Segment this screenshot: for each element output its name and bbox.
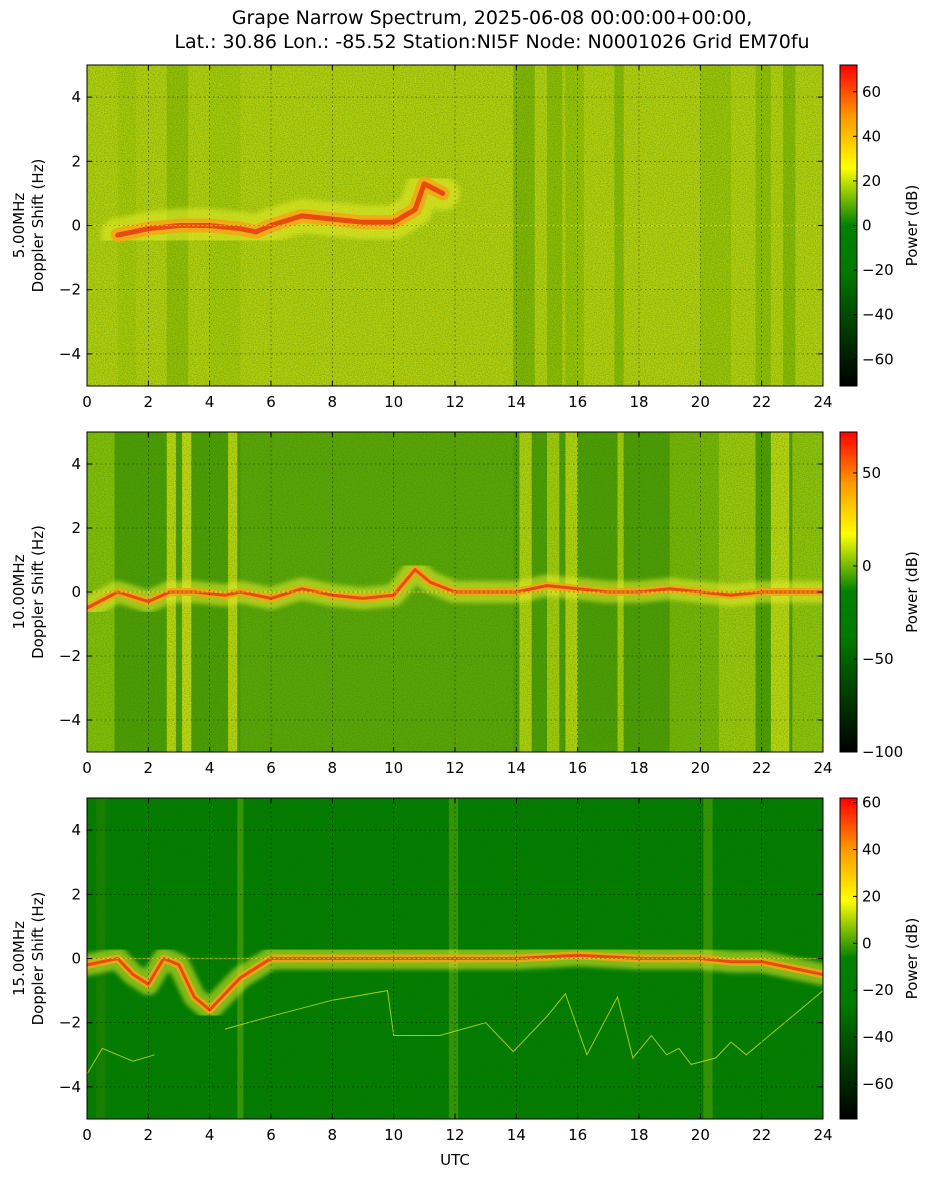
colorbar-tick-label: −20 <box>862 261 894 279</box>
y-tick-label: 0 <box>71 583 81 601</box>
chart-title-line2: Lat.: 30.86 Lon.: -85.52 Station:NI5F No… <box>174 31 810 53</box>
colorbar-label: Power (dB) <box>903 918 921 1000</box>
x-tick-label: 20 <box>691 759 710 777</box>
x-tick-label: 20 <box>691 393 710 411</box>
y-tick-label: 4 <box>71 821 81 839</box>
x-tick-label: 0 <box>82 759 92 777</box>
spectrogram-image <box>87 432 823 752</box>
x-tick-label: 12 <box>445 759 464 777</box>
x-tick-label: 8 <box>328 1126 338 1144</box>
x-tick-label: 8 <box>328 759 338 777</box>
y-axis-label: Doppler Shift (Hz) <box>29 892 47 1026</box>
y-axis-label: 5.00MHz <box>10 193 28 259</box>
x-tick-label: 16 <box>568 393 587 411</box>
x-tick-label: 18 <box>629 393 648 411</box>
x-tick-label: 14 <box>507 393 526 411</box>
y-tick-label: −4 <box>59 345 81 363</box>
x-tick-label: 10 <box>384 1126 403 1144</box>
x-tick-label: 2 <box>144 393 154 411</box>
x-tick-label: 6 <box>266 1126 276 1144</box>
colorbar-tick-label: 50 <box>862 464 881 482</box>
x-tick-label: 14 <box>507 759 526 777</box>
colorbar-label: Power (dB) <box>903 185 921 267</box>
faint-doppler-trace <box>87 1047 155 1075</box>
x-tick-label: 18 <box>629 759 648 777</box>
colorbar <box>839 797 858 1120</box>
x-tick-label: 16 <box>568 759 587 777</box>
y-tick-label: −4 <box>59 711 81 729</box>
y-axis-label: 15.00MHz <box>10 921 28 996</box>
x-tick-label: 14 <box>507 1126 526 1144</box>
x-tick-label: 16 <box>568 1126 587 1144</box>
x-tick-label: 10 <box>384 393 403 411</box>
x-tick-label: 8 <box>328 393 338 411</box>
y-tick-label: 2 <box>71 152 81 170</box>
y-tick-label: 4 <box>71 88 81 106</box>
colorbar-tick-label: −50 <box>862 650 894 668</box>
x-axis-label: UTC <box>440 1151 470 1169</box>
colorbar-tick-label: 60 <box>862 83 881 101</box>
y-axis-label: 10.00MHz <box>10 554 28 629</box>
colorbar-tick-label: −40 <box>862 1028 894 1046</box>
colorbar <box>839 431 858 753</box>
colorbar-tick-label: −100 <box>862 743 903 761</box>
colorbar-label: Power (dB) <box>903 551 921 633</box>
colorbar-tick-label: 40 <box>862 127 881 145</box>
y-tick-label: −2 <box>59 1014 81 1032</box>
x-tick-label: 24 <box>813 1126 832 1144</box>
y-axis-label: Doppler Shift (Hz) <box>29 525 47 659</box>
y-axis-label: Doppler Shift (Hz) <box>29 159 47 293</box>
x-tick-label: 22 <box>752 1126 771 1144</box>
y-tick-label: 4 <box>71 455 81 473</box>
x-tick-label: 4 <box>205 759 215 777</box>
y-tick-label: −2 <box>59 647 81 665</box>
x-tick-label: 24 <box>813 759 832 777</box>
x-tick-label: 4 <box>205 1126 215 1144</box>
y-tick-label: 0 <box>71 217 81 235</box>
x-tick-label: 10 <box>384 759 403 777</box>
y-tick-label: −4 <box>59 1078 81 1096</box>
x-tick-label: 2 <box>144 1126 154 1144</box>
colorbar-tick-label: 20 <box>862 887 881 905</box>
colorbar-tick-label: 0 <box>862 557 872 575</box>
x-tick-label: 18 <box>629 1126 648 1144</box>
colorbar-tick-label: 0 <box>862 934 872 952</box>
spectrogram-image <box>87 65 823 386</box>
colorbar-tick-label: 20 <box>862 172 881 190</box>
y-tick-label: 0 <box>71 950 81 968</box>
y-tick-label: −2 <box>59 281 81 299</box>
chart-title: Grape Narrow Spectrum, 2025-06-08 00:00:… <box>0 6 942 54</box>
x-tick-label: 12 <box>445 1126 464 1144</box>
x-tick-label: 22 <box>752 759 771 777</box>
spectrogram-image <box>87 798 823 1119</box>
x-tick-label: 6 <box>266 759 276 777</box>
x-tick-label: 20 <box>691 1126 710 1144</box>
colorbar-tick-label: 40 <box>862 841 881 859</box>
x-tick-label: 12 <box>445 393 464 411</box>
colorbar-tick-label: −40 <box>862 306 894 324</box>
colorbar-tick-label: −60 <box>862 1075 894 1093</box>
chart-title-line1: Grape Narrow Spectrum, 2025-06-08 00:00:… <box>231 7 753 29</box>
x-tick-label: 0 <box>82 393 92 411</box>
colorbar-tick-label: −20 <box>862 981 894 999</box>
colorbar-tick-label: −60 <box>862 350 894 368</box>
x-tick-label: 24 <box>813 393 832 411</box>
y-tick-label: 2 <box>71 519 81 537</box>
colorbar-tick-label: 60 <box>862 794 881 812</box>
x-tick-label: 22 <box>752 393 771 411</box>
x-tick-label: 6 <box>266 393 276 411</box>
x-tick-label: 0 <box>82 1126 92 1144</box>
y-tick-label: 2 <box>71 885 81 903</box>
x-tick-label: 2 <box>144 759 154 777</box>
colorbar-tick-label: 0 <box>862 217 872 235</box>
faint-doppler-trace <box>224 990 823 1065</box>
x-tick-label: 4 <box>205 393 215 411</box>
